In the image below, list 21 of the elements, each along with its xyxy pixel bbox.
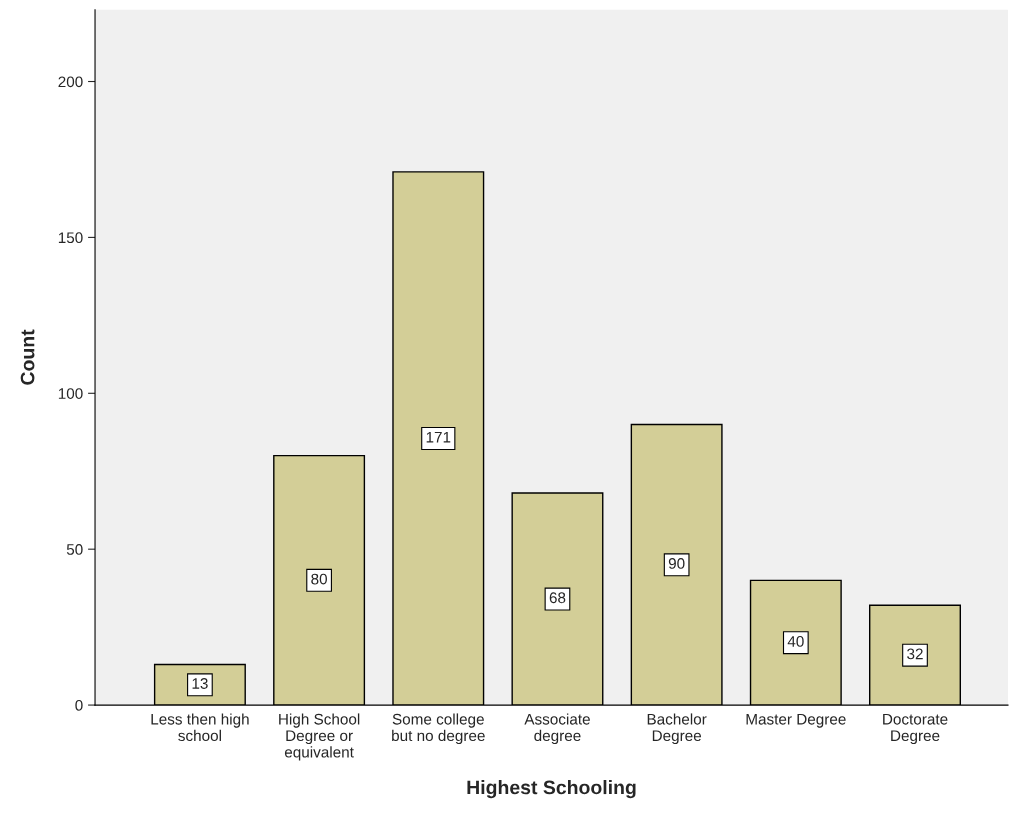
data-label: 32 [907, 648, 923, 660]
x-tick-label: Bachelor Degree [647, 713, 707, 745]
data-label: 80 [311, 573, 327, 585]
y-tick-label: 200 [58, 76, 83, 88]
x-tick-label: Less then high school [151, 713, 249, 742]
data-label: 40 [787, 636, 804, 647]
y-tick-label: 100 [58, 388, 83, 399]
y-tick-label: 150 [58, 232, 83, 244]
x-tick-label: Some college but no degree [392, 713, 485, 745]
x-tick-label: Associate degree [524, 713, 590, 745]
x-axis-title: Highest Schooling [467, 780, 636, 799]
data-label: 13 [192, 678, 208, 689]
x-tick-label: Doctorate Degree [883, 713, 948, 745]
data-label: 171 [426, 431, 451, 443]
x-tick-label: High School Degree or equivalent [279, 713, 360, 761]
y-axis-title: Count [20, 329, 35, 385]
y-tick-label: 50 [66, 544, 83, 555]
data-label: 68 [549, 592, 566, 604]
x-tick-label: Master Degree [746, 713, 846, 728]
data-label: 90 [668, 558, 685, 569]
y-tick-label: 0 [75, 699, 83, 711]
